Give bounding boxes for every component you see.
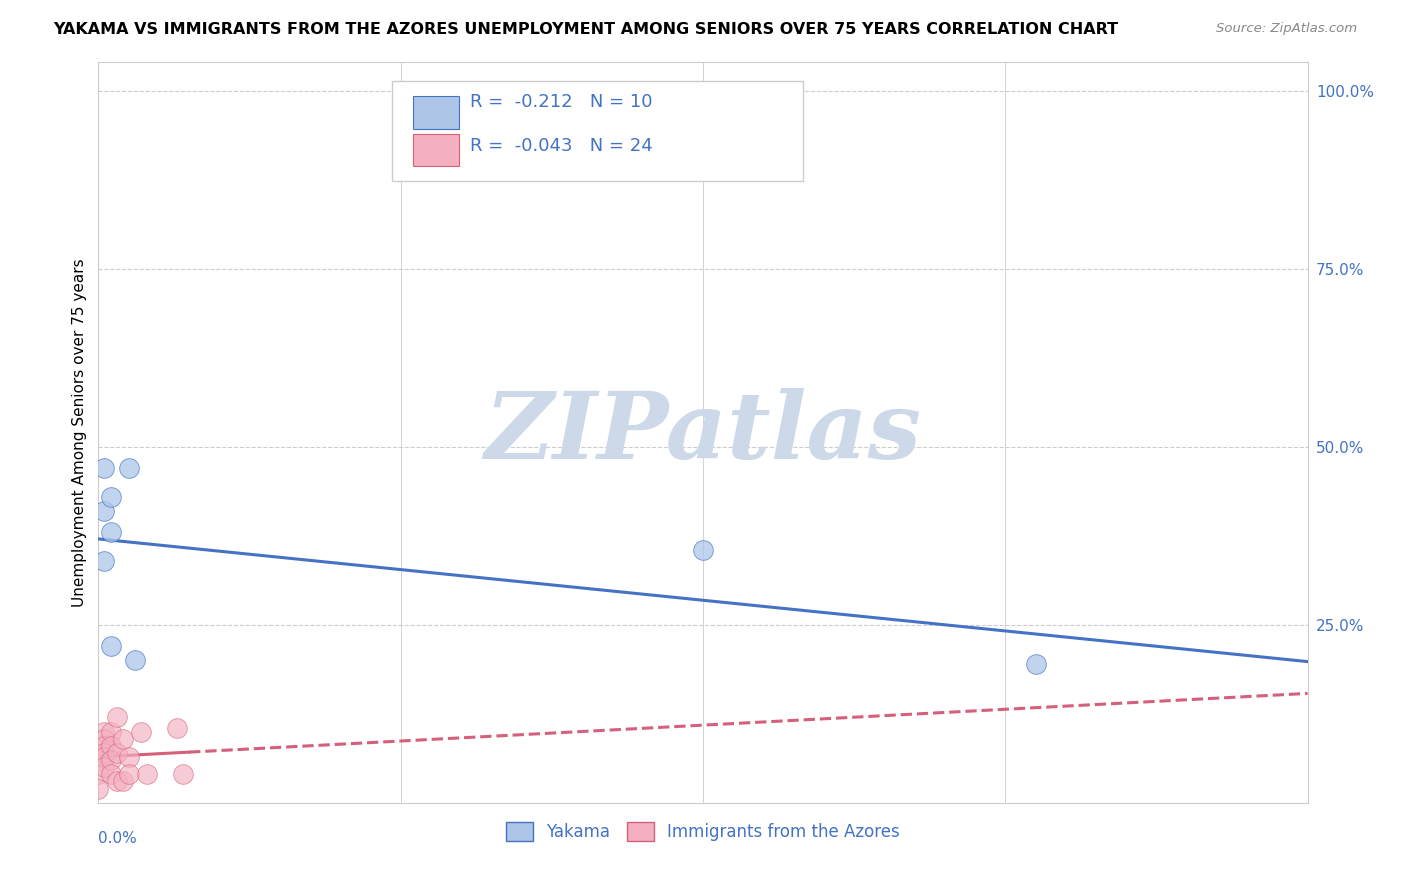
Point <box>100 724 122 739</box>
Text: YAKAMA VS IMMIGRANTS FROM THE AZORES UNEMPLOYMENT AMONG SENIORS OVER 75 YEARS CO: YAKAMA VS IMMIGRANTS FROM THE AZORES UNE… <box>53 22 1119 37</box>
Point <box>100 639 122 653</box>
Point <box>93 724 115 739</box>
Point <box>692 543 714 558</box>
Legend: Yakama, Immigrants from the Azores: Yakama, Immigrants from the Azores <box>499 815 907 847</box>
Point <box>111 774 134 789</box>
Point <box>105 774 128 789</box>
Point <box>118 749 141 764</box>
Text: Source: ZipAtlas.com: Source: ZipAtlas.com <box>1216 22 1357 36</box>
Point <box>100 767 122 781</box>
Text: R =  -0.043   N = 24: R = -0.043 N = 24 <box>470 137 652 155</box>
Text: R =  -0.212   N = 10: R = -0.212 N = 10 <box>470 93 652 111</box>
Point <box>100 753 122 767</box>
Point <box>100 525 122 540</box>
Point <box>87 781 110 796</box>
Point <box>93 731 115 746</box>
Point <box>100 490 122 504</box>
Point <box>118 461 141 475</box>
Point <box>93 739 115 753</box>
FancyBboxPatch shape <box>392 81 803 181</box>
Text: 0.0%: 0.0% <box>98 831 138 846</box>
Point <box>87 753 110 767</box>
Point <box>100 739 122 753</box>
Point <box>93 746 115 760</box>
Point <box>166 721 188 735</box>
Text: ZIPatlas: ZIPatlas <box>485 388 921 477</box>
FancyBboxPatch shape <box>413 134 458 166</box>
Point <box>111 731 134 746</box>
Point <box>93 504 115 518</box>
Point <box>124 653 146 667</box>
Point <box>105 710 128 724</box>
Point <box>93 461 115 475</box>
Point <box>87 767 110 781</box>
FancyBboxPatch shape <box>413 96 458 129</box>
Y-axis label: Unemployment Among Seniors over 75 years: Unemployment Among Seniors over 75 years <box>72 259 87 607</box>
Point <box>172 767 194 781</box>
Point <box>93 749 115 764</box>
Point <box>105 746 128 760</box>
Point <box>1024 657 1046 671</box>
Point <box>135 767 157 781</box>
Point <box>93 760 115 774</box>
Point <box>129 724 152 739</box>
Point <box>93 554 115 568</box>
Point <box>118 767 141 781</box>
